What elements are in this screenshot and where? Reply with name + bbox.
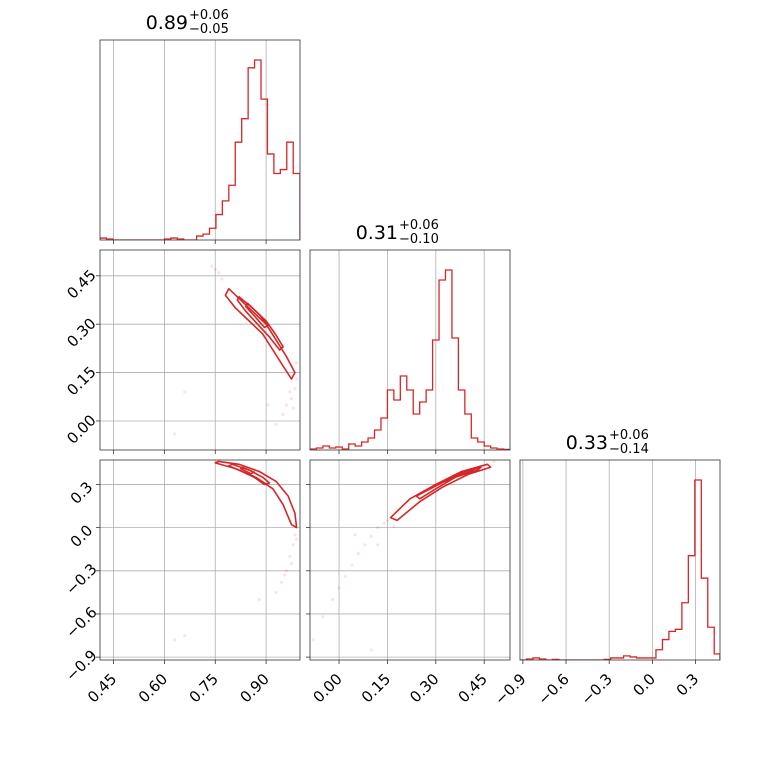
x-tick-label: 0.00: [309, 670, 345, 706]
x-tick-label: 0.3: [673, 670, 703, 700]
histogram-step: [100, 59, 300, 240]
x-tick-label: −0.6: [534, 670, 572, 708]
x-tick-label: 0.0: [630, 670, 660, 700]
sample-point: [363, 543, 367, 547]
density-contour: [239, 466, 255, 475]
sample-point: [288, 554, 292, 559]
x-tick-label: 0.30: [406, 670, 442, 706]
hist-panel-0: 0.89 +0.06−0.05: [99, 8, 301, 244]
sample-point: [376, 526, 380, 530]
density-contour: [389, 463, 492, 522]
sample-point: [369, 534, 373, 538]
sample-point: [492, 460, 496, 464]
param-lower-error: −0.14: [609, 442, 649, 457]
sample-point: [213, 267, 217, 271]
sample-point: [266, 403, 270, 407]
sample-point: [382, 521, 386, 525]
sample-point: [330, 597, 335, 602]
sample-point: [337, 586, 341, 590]
x-tick-label: 0.90: [237, 670, 273, 706]
sample-point: [350, 563, 354, 567]
y-tick-label: 0.0: [67, 521, 97, 551]
y-tick-label: −0.9: [62, 646, 100, 684]
axes-frame: [99, 249, 301, 451]
histogram-step: [310, 269, 510, 450]
sample-point: [295, 537, 299, 541]
pair-panel-1-2: 0.00 0.15 0.30 0.45: [306, 459, 511, 706]
sample-point: [369, 648, 373, 652]
sample-point: [274, 590, 278, 594]
sample-point: [288, 390, 292, 394]
density-contour: [224, 287, 296, 380]
sample-point: [293, 387, 297, 391]
param-lower-error: −0.10: [399, 232, 439, 247]
sample-point: [220, 277, 224, 281]
param-upper-error: +0.06: [609, 428, 649, 443]
sample-point: [183, 633, 187, 638]
sample-point: [284, 403, 289, 407]
axes-frame: [99, 459, 301, 661]
sample-point: [257, 597, 261, 602]
sample-point: [172, 432, 177, 436]
axes-frame: [309, 249, 511, 451]
sample-point: [343, 574, 348, 579]
axes-frame: [519, 459, 721, 661]
x-tick-label: 0.60: [135, 670, 171, 706]
x-tick-label: −0.9: [491, 670, 529, 708]
sample-point: [376, 543, 380, 547]
sample-point: [385, 518, 390, 523]
hist-panel-2: −0.9 −0.6 −0.3 0.0 0.3 0.33 +0.06−0.14: [491, 428, 721, 709]
param-median: 0.33: [566, 432, 608, 454]
sample-point: [284, 569, 289, 573]
sample-point: [353, 533, 357, 537]
sample-point: [311, 638, 315, 642]
sample-point: [279, 580, 283, 584]
x-tick-label: −0.3: [577, 670, 615, 708]
sample-point: [293, 533, 297, 537]
sample-point: [289, 561, 294, 566]
param-median: 0.89: [146, 12, 188, 34]
sample-point: [291, 543, 295, 547]
param-upper-error: +0.06: [399, 218, 439, 233]
param-lower-error: −0.05: [189, 22, 229, 37]
axes-frame: [309, 459, 511, 661]
sample-point: [295, 361, 299, 365]
sample-point: [356, 551, 360, 556]
param-upper-error: +0.06: [189, 8, 229, 23]
axes-frame: [99, 39, 301, 241]
sample-point: [172, 638, 177, 642]
y-tick-label: 0.15: [63, 363, 99, 399]
density-contour: [245, 302, 269, 329]
y-tick-label: 0.45: [63, 266, 99, 302]
param-median: 0.31: [356, 222, 398, 244]
sample-point: [210, 264, 214, 268]
sample-point: [295, 377, 299, 381]
pair-panel-0-1: 0.00 0.15 0.30 0.45: [63, 249, 301, 454]
histogram-step: [520, 479, 720, 660]
sample-point: [392, 524, 396, 528]
x-tick-label: 0.45: [455, 670, 491, 706]
hist-panel-1: 0.31 +0.06−0.10: [309, 218, 511, 454]
y-tick-label: 0.00: [63, 411, 99, 447]
sample-point: [291, 406, 295, 410]
sample-point: [183, 390, 187, 394]
y-tick-label: −0.6: [62, 603, 100, 641]
sample-point: [281, 412, 285, 417]
x-tick-label: 0.75: [186, 670, 222, 706]
sample-point: [289, 396, 294, 400]
y-tick-label: −0.3: [62, 560, 100, 598]
sample-point: [274, 422, 278, 426]
sample-point: [321, 615, 325, 619]
x-tick-label: 0.45: [84, 670, 120, 706]
density-contour: [415, 466, 482, 500]
density-contour: [214, 460, 298, 529]
pair-panel-0-2: 0.45 0.60 0.75 0.90 −0.9 −0.6 −0.3 0.0 0.3: [62, 459, 301, 706]
sample-point: [283, 573, 287, 577]
y-tick-label: 0.3: [67, 478, 97, 508]
sample-point: [217, 270, 221, 275]
density-contour: [444, 467, 476, 483]
x-tick-label: 0.15: [358, 670, 394, 706]
y-tick-label: 0.30: [63, 315, 99, 351]
